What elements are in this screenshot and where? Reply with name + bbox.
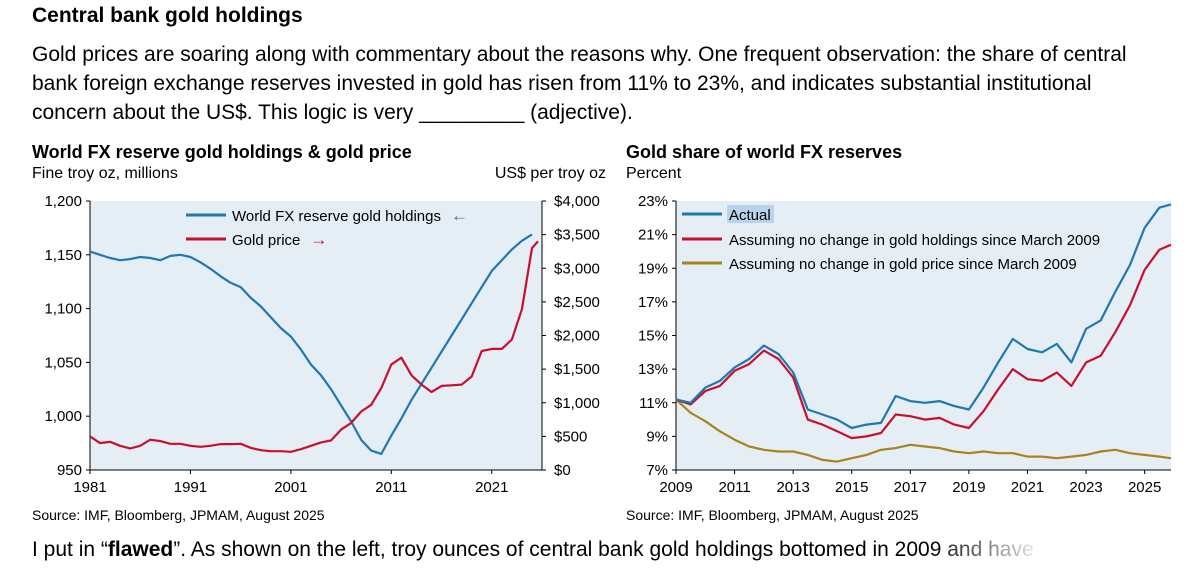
footer-after: ”. As shown on the left, troy ounces of … <box>173 538 1034 561</box>
right-x-tick-label: 2013 <box>776 479 809 496</box>
footer-text: I put in “flawed”. As shown on the left,… <box>32 538 1034 562</box>
left-x-tick-label: 2001 <box>274 479 307 496</box>
left-chart-right-axis-unit: US$ per troy oz <box>494 165 606 182</box>
right-y-tick-label: 21% <box>638 227 668 244</box>
left-legend-arrow: → <box>310 230 327 249</box>
footer-before: I put in “ <box>32 538 108 561</box>
left-chart-right-y-tick-label: $4,000 <box>554 193 600 210</box>
left-x-tick-label: 2011 <box>375 479 407 496</box>
left-x-tick-label: 1981 <box>73 479 106 496</box>
left-chart-right-y-tick-label: $500 <box>554 428 587 445</box>
right-x-tick-label: 2025 <box>1128 479 1161 496</box>
right-y-tick-label: 15% <box>638 328 668 345</box>
left-legend-arrow: ← <box>451 206 468 225</box>
right-y-tick-label: 23% <box>638 193 668 210</box>
right-legend-label: Assuming no change in gold price since M… <box>729 256 1077 273</box>
right-y-tick-label: 7% <box>646 462 668 479</box>
left-x-tick-label: 2021 <box>475 479 508 496</box>
left-chart-right-y-tick-label: $2,000 <box>554 328 600 345</box>
gold-price-line <box>89 240 539 453</box>
actual-legend-highlight <box>727 205 774 223</box>
left-chart-title: World FX reserve gold holdings & gold pr… <box>32 142 412 162</box>
right-chart-title: Gold share of world FX reserves <box>626 142 903 162</box>
left-chart-right-y-tick-label: $0 <box>554 462 571 479</box>
left-legend-label: Gold price <box>232 232 300 249</box>
left-y-tick-label: 1,100 <box>44 301 82 318</box>
right-y-tick-label: 11% <box>639 395 668 412</box>
left-chart-right-y-tick-label: $1,500 <box>554 361 600 378</box>
actual-share-line <box>675 203 1172 430</box>
footer-fade-overlay <box>930 520 1199 570</box>
right-x-tick-label: 2021 <box>1011 479 1044 496</box>
right-y-tick-label: 19% <box>638 260 668 277</box>
right-chart-source: Source: IMF, Bloomberg, JPMAM, August 20… <box>626 507 919 523</box>
right-y-tick-label: 13% <box>638 361 668 378</box>
footer-bold: flawed <box>107 538 174 561</box>
right-y-tick-label: 17% <box>638 294 668 311</box>
right-x-tick-label: 2015 <box>835 479 868 496</box>
right-x-tick-label: 2009 <box>659 479 692 496</box>
right-chart-axis-unit: Percent <box>626 165 682 182</box>
left-chart-right-y-tick-label: $3,000 <box>554 260 600 277</box>
page-title: Central bank gold holdings <box>32 4 303 27</box>
left-chart-right-y-tick-label: $1,000 <box>554 395 600 412</box>
left-chart-source: Source: IMF, Bloomberg, JPMAM, August 20… <box>32 507 325 523</box>
right-x-tick-label: 2023 <box>1069 479 1102 496</box>
intro-paragraph: Gold prices are soaring along with comme… <box>32 43 1127 124</box>
right-y-tick-label: 9% <box>646 428 668 445</box>
no-change-price-line <box>675 398 1172 463</box>
left-y-tick-label: 1,150 <box>44 247 82 264</box>
left-chart-right-y-tick-label: $3,500 <box>554 227 600 244</box>
no-change-holdings-line <box>675 243 1172 440</box>
left-plot-area <box>90 201 542 470</box>
right-x-tick-label: 2019 <box>952 479 985 496</box>
left-y-tick-label: 1,200 <box>44 193 82 210</box>
gold-holdings-line <box>89 233 533 455</box>
left-y-tick-label: 950 <box>57 462 82 479</box>
left-chart-left-axis-unit: Fine troy oz, millions <box>32 165 178 182</box>
right-x-tick-label: 2011 <box>718 479 750 496</box>
right-plot-area <box>676 201 1171 470</box>
right-legend-label: Actual <box>729 207 771 224</box>
left-y-tick-label: 1,000 <box>44 408 82 425</box>
left-x-tick-label: 1991 <box>174 479 207 496</box>
left-legend-label: World FX reserve gold holdings <box>232 208 441 225</box>
left-y-tick-label: 1,050 <box>44 354 82 371</box>
right-legend-label: Assuming no change in gold holdings sinc… <box>729 232 1100 249</box>
right-x-tick-label: 2017 <box>894 479 927 496</box>
left-chart-right-y-tick-label: $2,500 <box>554 294 600 311</box>
